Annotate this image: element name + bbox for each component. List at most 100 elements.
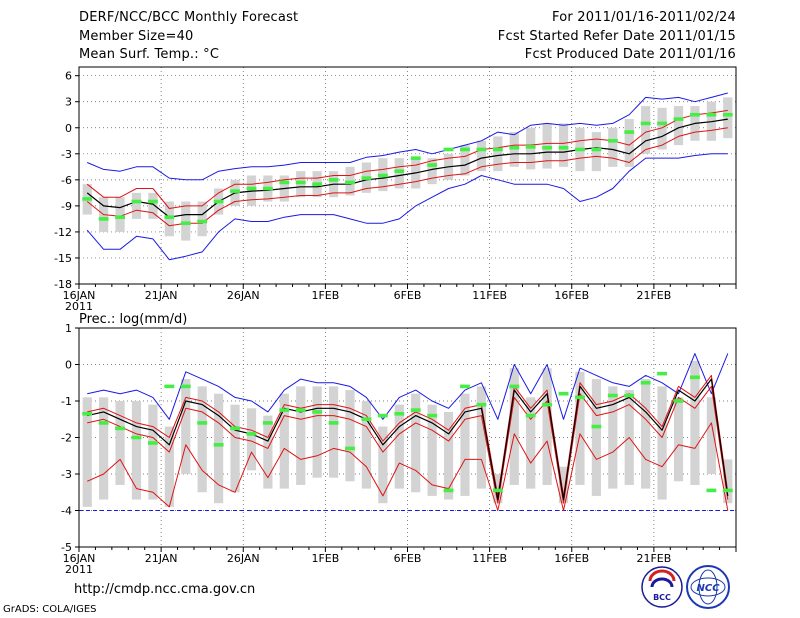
temp-spread-box [673,106,684,146]
fcst-started-label: Fcst Started Refer Date 2011/01/15 [497,29,736,44]
prec-spread-box [591,379,601,496]
prec-ytick-label: 1 [65,322,72,335]
prec-spread-box [542,368,552,485]
prec-xtick-label: 6FEB [394,552,422,565]
temp-marker [509,145,520,150]
prec-marker [295,408,306,412]
prec-spread-box [673,397,684,482]
temp-marker [657,121,668,126]
prec-spread-box [115,401,125,485]
temp-spread-box [591,132,601,172]
prec-spread-box [263,415,273,489]
temp-marker [476,147,487,152]
prec-spread-box [279,393,289,489]
temp-marker [525,145,536,149]
prec-spread-box [394,404,404,489]
prec-spread-box [378,426,388,504]
prec-spread-box [493,474,503,504]
temp-spread-box [148,192,158,219]
temp-xtick-label: 26JAN [227,289,260,302]
ncc-logo-text: NCC [696,583,720,594]
prec-ytick-label: -1 [61,395,72,408]
prec-spread-box [197,386,207,493]
temp-spread-box [427,158,437,185]
prec-mean-line [87,378,729,501]
temp-marker [131,199,142,204]
prec-marker [673,399,684,403]
temp-xtick-label: 6FEB [394,289,422,302]
temp-marker [164,215,175,219]
temp-marker [312,182,323,186]
prec-marker [607,393,618,398]
prec-marker [427,413,438,418]
prec-marker [706,488,717,493]
temp-spread-box [476,140,487,172]
temp-marker [542,145,553,150]
prec-marker [624,393,635,398]
prec-marker [509,384,520,389]
prec-marker [115,426,125,431]
prec-xtick-label: 11FEB [472,552,507,565]
prec-marker [690,375,700,380]
temp-spread-box [723,97,733,139]
precip-variable-label: Prec.: log(mm/d) [79,312,187,327]
temp-marker [180,221,191,226]
prec-marker [98,421,109,425]
prec-xtick-label: 21FEB [636,552,671,565]
temp-mean-line [86,118,728,218]
prec-spread-box [148,404,158,500]
temp-xtick-label: 16JAN [63,289,96,302]
ncc-logo-orbit [690,577,726,597]
bcc-logo-arc-red [648,569,676,582]
temp-lower-envelope-line [86,153,728,261]
prec-spread-box [246,408,257,471]
temp-marker [607,138,618,143]
temp-upper-spread-line [86,109,728,209]
bcc-logo-text: BCC [653,593,671,602]
temp-ytick-label: -18 [54,278,72,291]
prec-spread-box [230,404,240,493]
source-url[interactable]: http://cmdp.ncc.cma.gov.cn [74,582,256,597]
prec-spread-box [706,397,716,474]
member-size-label: Member Size=40 [79,29,194,44]
ncc-logo-orbit-2 [698,569,718,605]
temp-marker [722,112,733,117]
prec-spread-box [690,360,700,485]
prec-spread-box [657,386,667,500]
temp-marker [328,178,339,182]
temp-marker [624,130,635,134]
temp-marker [377,173,388,178]
prec-marker [312,410,323,414]
prec-spread-box [312,386,322,478]
temp-marker [410,156,421,160]
prec-spread-box [443,411,454,500]
temp-marker [279,180,290,185]
prec-marker [328,421,339,425]
temp-marker [673,117,684,121]
prec-ytick-label: -2 [61,432,72,445]
temp-ytick-label: 3 [65,96,72,109]
temp-spread-box [608,127,618,167]
temp-marker [443,147,454,152]
prec-upper-spread-line [87,374,729,497]
prec-ytick-label: -5 [61,541,72,554]
temp-spread-box [624,119,634,167]
prec-marker [722,488,733,493]
prec-spread-box [427,404,437,496]
temp-marker [394,169,405,173]
temp-ytick-label: -6 [61,174,72,187]
bcc-logo: BCC [641,566,683,608]
prec-ytick-label: -3 [61,468,72,481]
variable-label: Mean Surf. Temp.: °C [79,47,220,62]
prec-spread-box [296,386,306,485]
prec-marker [361,417,372,422]
prec-spread-box [361,401,372,489]
prec-xtick-label: 21JAN [145,552,178,565]
temp-spread-box [115,197,125,232]
temp-xtick-label: 21JAN [145,289,178,302]
temp-xtick-label: 21FEB [636,289,671,302]
prec-spread-box [214,393,224,504]
prec-spread-box [99,397,109,500]
